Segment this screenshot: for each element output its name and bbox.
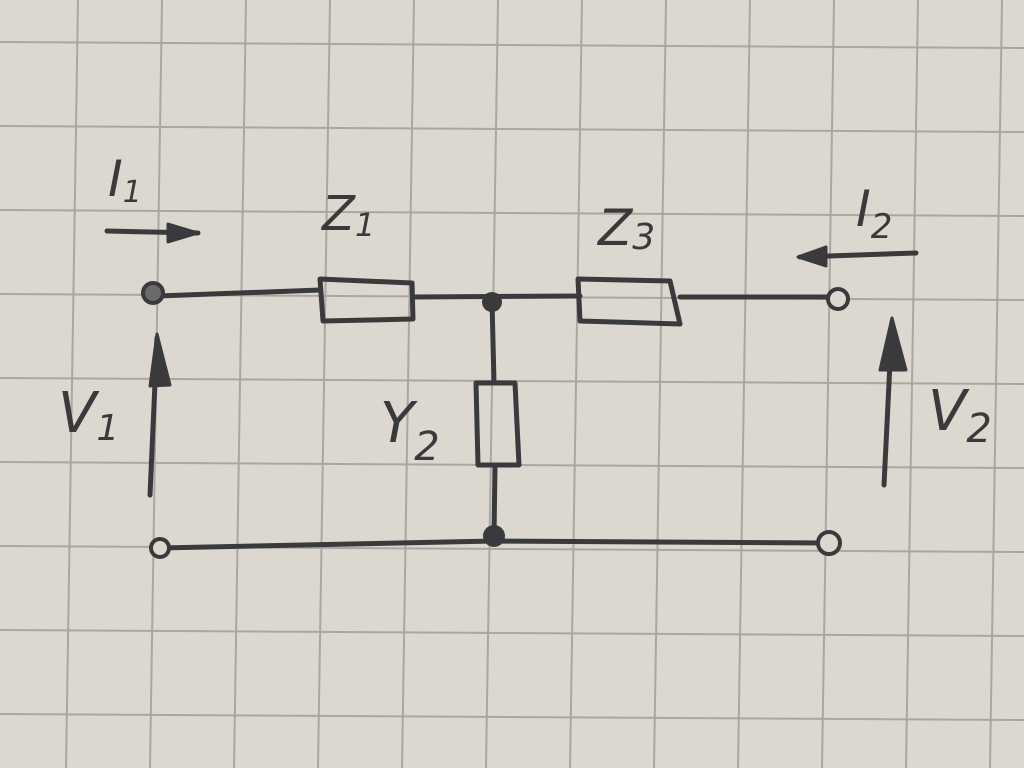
junctions <box>482 292 505 547</box>
labels: I1 Z1 Z3 I2 Y2 V1 V2 <box>58 150 992 470</box>
grid-line-vertical <box>569 0 583 768</box>
terminals <box>141 281 850 559</box>
label-y2: Y2 <box>380 391 440 470</box>
terminal-top-right <box>826 287 850 311</box>
junction-bottom <box>483 525 505 547</box>
circuit <box>104 222 919 551</box>
label-i1: I1 <box>108 150 142 210</box>
grid-line-horizontal <box>0 41 1024 49</box>
terminal-bottom-left <box>149 537 171 559</box>
grid-line-vertical <box>65 0 79 768</box>
grid-line-horizontal <box>0 713 1024 721</box>
shunt-wire-lower <box>491 462 498 539</box>
shunt-wire-upper <box>489 297 497 386</box>
grid-line-vertical <box>653 0 667 768</box>
label-v1: V1 <box>58 381 119 449</box>
impedance-z3-box <box>575 276 683 327</box>
terminal-top-left <box>141 281 165 305</box>
label-i2: I2 <box>856 180 892 247</box>
v1-arrow-head <box>148 332 172 388</box>
admittance-y2-box <box>473 380 522 468</box>
impedance-z1-box <box>317 276 416 324</box>
terminal-bottom-right <box>816 530 842 556</box>
top-wire-left <box>155 287 323 299</box>
v2-arrow-head <box>878 316 908 372</box>
grid-line-horizontal <box>0 125 1024 133</box>
i1-arrow-head <box>166 222 200 244</box>
grid-line-vertical <box>233 0 247 768</box>
grid-line-horizontal <box>0 209 1024 217</box>
grid-line-vertical <box>317 0 331 768</box>
grid-line-vertical <box>401 0 415 768</box>
grid-line-vertical <box>737 0 751 768</box>
label-z3: Z3 <box>596 199 655 258</box>
i2-arrow-head <box>796 245 828 268</box>
grid-line-horizontal <box>0 629 1024 637</box>
label-v2: V2 <box>928 379 992 452</box>
junction-top <box>482 292 502 312</box>
label-z1: Z1 <box>320 186 375 244</box>
grid-line-vertical <box>821 0 835 768</box>
